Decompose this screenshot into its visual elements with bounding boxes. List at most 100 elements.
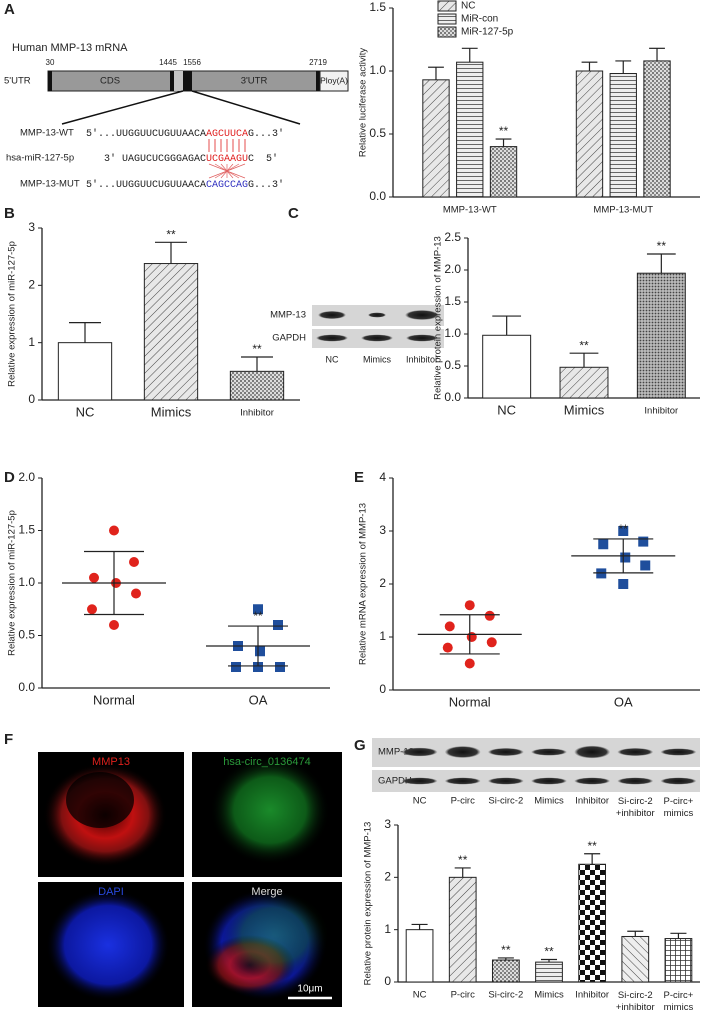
legend-swatch bbox=[437, 13, 457, 25]
image-label: MMP13 bbox=[92, 756, 130, 768]
y-tick-label: 1 bbox=[28, 335, 35, 349]
y-tick-label: 1.5 bbox=[18, 523, 35, 537]
blot-band bbox=[660, 748, 697, 756]
y-tick-label: 2 bbox=[28, 278, 35, 292]
seq-part: UCGAAGU bbox=[206, 154, 248, 165]
blot-band bbox=[487, 748, 524, 756]
x-tick-label: Si-circ-2 bbox=[488, 990, 523, 1001]
y-axis-label: Relative luciferase activity bbox=[358, 48, 369, 158]
point bbox=[640, 560, 651, 571]
point bbox=[109, 620, 119, 630]
y-tick-label: 0 bbox=[384, 974, 391, 988]
bar bbox=[621, 935, 650, 983]
y-tick-label: 3 bbox=[379, 523, 386, 537]
point bbox=[231, 662, 241, 672]
bar bbox=[448, 876, 477, 983]
panel-label: E bbox=[354, 469, 364, 486]
significance: ** bbox=[544, 945, 554, 959]
y-axis-label: Relative expression of miR-127-5p bbox=[7, 510, 18, 656]
blot-band bbox=[361, 334, 393, 342]
image-label: hsa-circ_0136474 bbox=[223, 756, 310, 768]
bar bbox=[489, 146, 518, 198]
x-tick-label: Normal bbox=[93, 692, 135, 707]
point bbox=[131, 588, 141, 599]
blot-lane-label: P-circ+ mimics bbox=[664, 796, 694, 819]
y-tick-label: 0.5 bbox=[444, 358, 461, 372]
x-tick-label: Mimics bbox=[151, 404, 192, 419]
x-tick-label: NC bbox=[413, 990, 427, 1001]
panel-label: D bbox=[4, 469, 15, 486]
y-tick-label: 2 bbox=[384, 870, 391, 884]
x-tick-label: P-circ bbox=[451, 990, 476, 1001]
y-tick-label: 2 bbox=[379, 576, 386, 590]
point bbox=[618, 526, 629, 536]
y-tick-label: 0.5 bbox=[369, 126, 386, 140]
x-tick-label: Normal bbox=[449, 694, 491, 709]
blot-band bbox=[316, 334, 348, 342]
zoom-line bbox=[191, 90, 301, 125]
scale-label: 10μm bbox=[297, 984, 322, 995]
position-label: 2719 bbox=[309, 58, 327, 67]
sequence: 5'...UUGGUUCUGUUAACACAGCCAGG...3' bbox=[86, 179, 284, 191]
blot-band bbox=[531, 777, 567, 785]
blot-band bbox=[444, 777, 481, 785]
region-label: 5'UTR bbox=[4, 76, 31, 87]
bar bbox=[575, 70, 604, 198]
green-signal bbox=[210, 755, 330, 865]
y-tick-label: 1 bbox=[384, 922, 391, 936]
x-tick-label: OA bbox=[614, 694, 633, 709]
blot-lane-label: Inhibitor bbox=[406, 354, 438, 364]
x-tick-label: Inhibitor bbox=[240, 408, 274, 419]
point bbox=[486, 637, 497, 648]
significance: ** bbox=[253, 609, 263, 623]
blot-band bbox=[660, 777, 697, 785]
point bbox=[109, 525, 119, 536]
blot-band bbox=[574, 777, 611, 785]
y-tick-label: 0.0 bbox=[369, 189, 386, 203]
sequence-name: hsa-miR-127-5p bbox=[6, 153, 74, 164]
point bbox=[444, 621, 455, 632]
x-tick-label: Inhibitor bbox=[644, 406, 678, 417]
significance: ** bbox=[501, 943, 511, 957]
y-tick-label: 1.5 bbox=[369, 0, 386, 14]
seq-part: G...3' bbox=[248, 128, 284, 140]
x-tick-label: Si-circ-2 +inhibitor bbox=[616, 990, 655, 1013]
blot-band bbox=[487, 777, 524, 785]
diagram-title: Human MMP-13 mRNA bbox=[12, 42, 128, 54]
blot-lane-label: Mimics bbox=[363, 354, 391, 364]
x-tick-label: Mimics bbox=[534, 990, 564, 1001]
y-tick-label: 3 bbox=[384, 817, 391, 831]
bar bbox=[229, 370, 285, 401]
y-tick-label: 1 bbox=[379, 629, 386, 643]
y-tick-label: 0.0 bbox=[444, 390, 461, 404]
seq-part: CAGCCAG bbox=[206, 180, 248, 191]
point bbox=[255, 646, 265, 657]
point bbox=[466, 632, 477, 642]
blot-lane-label: NC bbox=[413, 796, 427, 807]
legend-swatch bbox=[437, 26, 457, 38]
blue-signal bbox=[46, 889, 170, 1001]
blot-lane-label: Si-circ-2 +inhibitor bbox=[616, 796, 655, 819]
region-label: Ploy(A) bbox=[320, 75, 348, 85]
blot-lane-label: Inhibitor bbox=[575, 796, 609, 807]
seq-part: 5'...UUGGUUCUGUUAACA bbox=[86, 128, 206, 140]
point bbox=[89, 572, 99, 583]
point bbox=[638, 536, 649, 547]
blot-band bbox=[444, 746, 481, 758]
bar bbox=[609, 73, 637, 198]
x-tick-label: NC bbox=[497, 402, 516, 417]
bar bbox=[405, 929, 434, 983]
binding-site bbox=[183, 71, 192, 91]
bar bbox=[456, 61, 484, 198]
blot-band bbox=[405, 310, 439, 320]
legend-label: NC bbox=[461, 1, 475, 12]
blot-band bbox=[531, 748, 567, 756]
mrna-mark bbox=[170, 71, 174, 91]
base-pairs bbox=[208, 139, 246, 179]
significance: ** bbox=[657, 239, 667, 253]
y-tick-label: 2.5 bbox=[444, 230, 461, 244]
blot-band bbox=[574, 745, 611, 759]
point bbox=[273, 620, 283, 630]
